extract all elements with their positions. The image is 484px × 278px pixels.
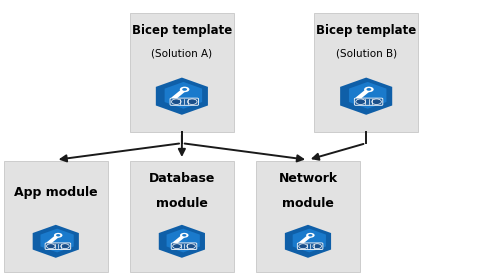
Polygon shape — [166, 229, 199, 252]
Text: Database: Database — [149, 172, 214, 185]
FancyBboxPatch shape — [171, 243, 197, 249]
Polygon shape — [339, 78, 392, 115]
Text: (Solution A): (Solution A) — [151, 49, 212, 59]
FancyBboxPatch shape — [314, 13, 417, 132]
FancyBboxPatch shape — [170, 98, 198, 105]
Circle shape — [56, 234, 60, 237]
Circle shape — [172, 244, 181, 249]
FancyBboxPatch shape — [297, 243, 322, 249]
FancyBboxPatch shape — [45, 243, 71, 249]
Circle shape — [186, 244, 195, 249]
FancyBboxPatch shape — [354, 98, 382, 105]
FancyBboxPatch shape — [4, 161, 107, 272]
Circle shape — [298, 244, 307, 249]
Text: Bicep template: Bicep template — [132, 24, 231, 37]
Circle shape — [46, 244, 55, 249]
Circle shape — [366, 88, 371, 91]
Circle shape — [305, 233, 314, 238]
FancyBboxPatch shape — [129, 13, 233, 132]
Circle shape — [60, 244, 69, 249]
Circle shape — [171, 99, 181, 105]
Circle shape — [54, 233, 62, 238]
Polygon shape — [40, 229, 74, 252]
Polygon shape — [292, 229, 325, 252]
Circle shape — [371, 99, 380, 105]
Circle shape — [182, 88, 187, 91]
Circle shape — [180, 87, 189, 92]
Polygon shape — [155, 78, 208, 115]
Polygon shape — [298, 234, 313, 244]
FancyBboxPatch shape — [129, 161, 233, 272]
Polygon shape — [348, 82, 386, 109]
Polygon shape — [158, 225, 205, 258]
Circle shape — [182, 234, 186, 237]
Polygon shape — [284, 225, 331, 258]
Polygon shape — [172, 234, 187, 244]
Circle shape — [363, 87, 373, 92]
Circle shape — [187, 99, 197, 105]
Polygon shape — [164, 82, 202, 109]
Circle shape — [308, 234, 312, 237]
Text: module: module — [282, 197, 333, 210]
Text: module: module — [156, 197, 207, 210]
Circle shape — [355, 99, 364, 105]
Text: (Solution B): (Solution B) — [335, 49, 396, 59]
Polygon shape — [32, 225, 79, 258]
Text: Bicep template: Bicep template — [316, 24, 415, 37]
Polygon shape — [171, 88, 187, 100]
Text: App module: App module — [14, 186, 97, 199]
Circle shape — [312, 244, 321, 249]
Circle shape — [180, 233, 188, 238]
FancyBboxPatch shape — [255, 161, 359, 272]
Text: Network: Network — [278, 172, 337, 185]
Polygon shape — [355, 88, 371, 100]
Polygon shape — [46, 234, 61, 244]
